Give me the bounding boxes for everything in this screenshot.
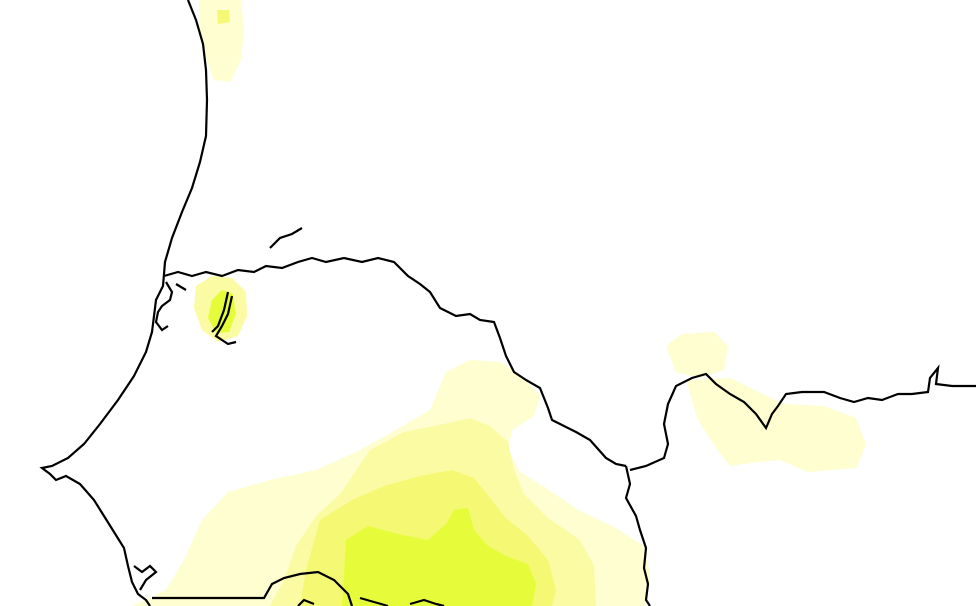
coastline xyxy=(39,0,209,606)
river-sandbar xyxy=(269,227,303,249)
gambia-river xyxy=(297,596,445,606)
shade-area-north-spot xyxy=(199,0,244,82)
shade-core-estuary xyxy=(208,290,236,333)
shade-area-east-lower xyxy=(686,378,866,472)
boundary-layer xyxy=(39,0,976,606)
shade-core-south xyxy=(342,508,536,606)
gambia-north-bank xyxy=(133,564,354,606)
senegal-river-border xyxy=(163,256,627,468)
mali-mauritania-border xyxy=(629,364,976,472)
estuary-outline xyxy=(154,281,237,346)
faleme-border xyxy=(624,465,651,606)
shade-area-east-upper xyxy=(666,332,728,378)
shading-layer xyxy=(132,0,866,606)
shade-core-north-spot xyxy=(217,10,230,24)
